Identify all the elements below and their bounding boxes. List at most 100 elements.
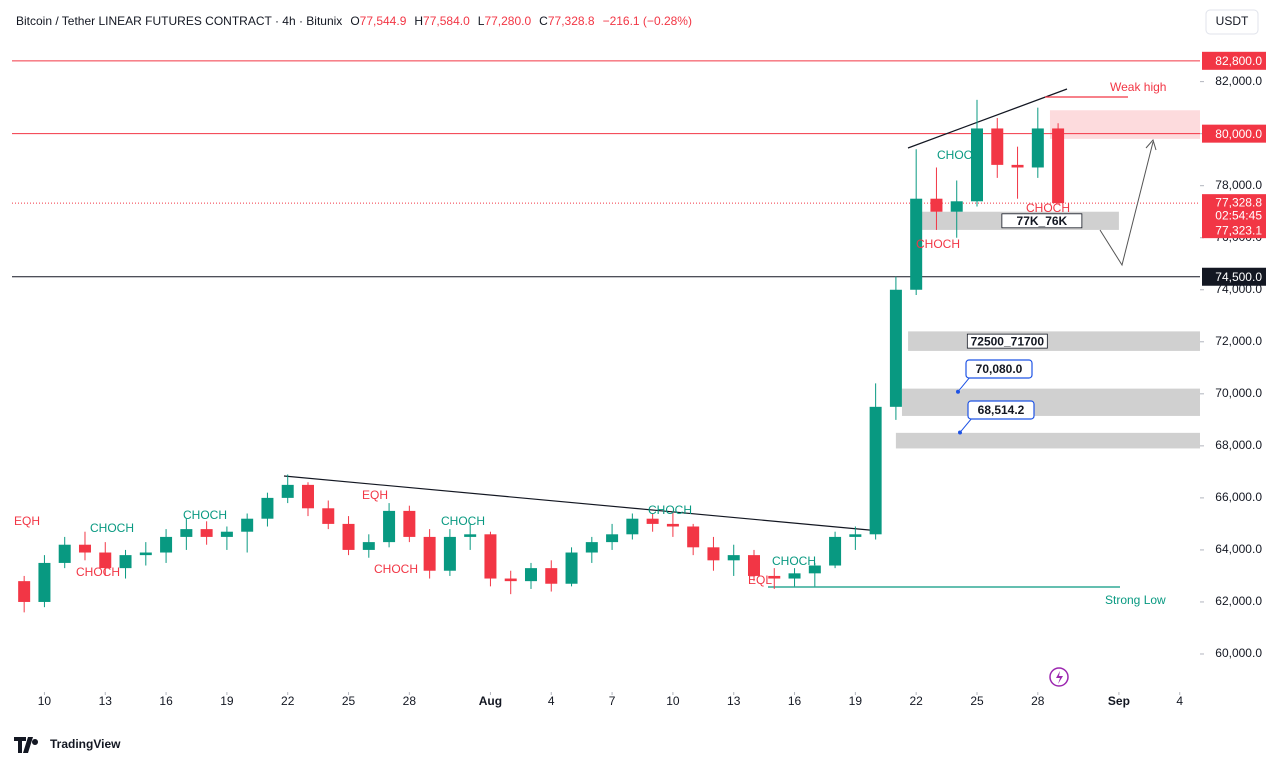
level-box bbox=[1202, 124, 1266, 143]
y-tick-label: 68,000.0 bbox=[1215, 438, 1262, 452]
x-tick-label: 10 bbox=[38, 694, 52, 708]
x-tick-label: Aug bbox=[479, 694, 502, 708]
x-tick-label: 13 bbox=[727, 694, 741, 708]
ohlc-value: 77,544.9 bbox=[360, 14, 407, 28]
y-tick-label: 72,000.0 bbox=[1215, 334, 1262, 348]
candle-body bbox=[727, 555, 740, 561]
candle-body bbox=[464, 534, 477, 537]
annotation: CHOCH bbox=[648, 503, 692, 517]
ohlc-value: 77,280.0 bbox=[484, 14, 531, 28]
candle-body bbox=[443, 536, 456, 571]
y-tick-label: 78,000.0 bbox=[1215, 178, 1262, 192]
last-price-label: 77,328.8 bbox=[1215, 195, 1262, 209]
candle-body bbox=[585, 542, 598, 553]
candle-body bbox=[930, 198, 943, 212]
x-tick-label: 16 bbox=[788, 694, 802, 708]
callout-label: 68,514.2 bbox=[978, 403, 1025, 417]
level-box bbox=[1202, 51, 1266, 70]
x-tick-label: 22 bbox=[909, 694, 923, 708]
zone bbox=[901, 388, 1200, 416]
candle-body bbox=[362, 542, 375, 550]
ohlc-value: −216.1 (−0.28%) bbox=[603, 14, 692, 28]
candle-body bbox=[261, 497, 274, 519]
candle-body bbox=[747, 555, 760, 576]
candle-body bbox=[626, 518, 639, 535]
annotation: CHOCH bbox=[76, 565, 120, 579]
currency[interactable]: USDT bbox=[1216, 14, 1249, 28]
candle-body bbox=[18, 581, 31, 602]
annotation: CHOCH bbox=[772, 554, 816, 568]
last-price-box bbox=[1202, 194, 1266, 239]
x-tick-label: 16 bbox=[159, 694, 173, 708]
ohlc-key: C bbox=[539, 14, 548, 28]
countdown: 02:54:45 bbox=[1215, 208, 1262, 222]
candle-body bbox=[606, 534, 619, 543]
y-tick-label: 62,000.0 bbox=[1215, 594, 1262, 608]
chart-title: Bitcoin / Tether LINEAR FUTURES CONTRACT… bbox=[16, 14, 342, 28]
annotation: Strong Low bbox=[1105, 593, 1166, 607]
x-tick-label: 25 bbox=[342, 694, 356, 708]
level-label: 82,800.0 bbox=[1215, 54, 1262, 68]
candle-body bbox=[646, 518, 659, 524]
candle-body bbox=[849, 534, 862, 537]
x-tick-label: 13 bbox=[99, 694, 113, 708]
candle-body bbox=[829, 536, 842, 566]
zone bbox=[895, 432, 1200, 449]
candle-body bbox=[281, 484, 294, 498]
candle-body bbox=[342, 523, 355, 550]
y-tick-label: 82,000.0 bbox=[1215, 74, 1262, 88]
candle-body bbox=[950, 201, 963, 212]
candle-body bbox=[139, 552, 152, 556]
ohlc-value: 77,584.0 bbox=[423, 14, 470, 28]
level-label: 74,500.0 bbox=[1215, 270, 1262, 284]
ohlc-key: L bbox=[478, 14, 485, 28]
event-icon[interactable] bbox=[1049, 667, 1069, 687]
x-tick-label: 4 bbox=[548, 694, 555, 708]
candle-body bbox=[889, 289, 902, 407]
ohlc-value: 77,328.8 bbox=[548, 14, 595, 28]
y-tick-label: 60,000.0 bbox=[1215, 646, 1262, 660]
candle-body bbox=[910, 198, 923, 290]
projection-arrow bbox=[1099, 138, 1157, 267]
currency-box[interactable] bbox=[1205, 9, 1259, 35]
candle-body bbox=[666, 523, 679, 527]
second-price-label: 77,323.1 bbox=[1215, 223, 1262, 237]
annotation: Weak high bbox=[1110, 80, 1166, 94]
x-tick-label: 28 bbox=[403, 694, 417, 708]
x-tick-label: 19 bbox=[849, 694, 863, 708]
brand: TradingView bbox=[50, 737, 121, 751]
candle-body bbox=[200, 529, 213, 537]
annotation: EQL bbox=[748, 573, 772, 587]
candle-body bbox=[160, 536, 173, 553]
candle-body bbox=[808, 565, 821, 574]
annotation: CHOCH bbox=[441, 514, 485, 528]
logo-icon bbox=[14, 737, 39, 753]
candle-body bbox=[1031, 128, 1044, 168]
candle-body bbox=[99, 552, 112, 569]
annotation: CHOCH bbox=[1026, 201, 1070, 215]
x-tick-label: 7 bbox=[609, 694, 616, 708]
candle-body bbox=[58, 544, 71, 563]
candle-body bbox=[241, 518, 254, 532]
x-tick-label: 28 bbox=[1031, 694, 1045, 708]
annotation: CHOCH bbox=[916, 237, 960, 251]
ohlc-key: O bbox=[350, 14, 359, 28]
annotation: CHOCH bbox=[937, 148, 981, 162]
candle-body bbox=[970, 128, 983, 202]
brand-logo bbox=[14, 737, 39, 753]
candle-body bbox=[687, 526, 700, 548]
annotation: EQH bbox=[14, 514, 40, 528]
trendline bbox=[907, 88, 1068, 149]
candle-body bbox=[1011, 164, 1024, 168]
candle-body bbox=[707, 547, 720, 561]
y-tick-label: 70,000.0 bbox=[1215, 386, 1262, 400]
annotation: CHOCH bbox=[374, 562, 418, 576]
candle-body bbox=[423, 536, 436, 571]
candle-body bbox=[383, 510, 396, 543]
candle-body bbox=[220, 531, 233, 537]
x-tick-label: Sep bbox=[1108, 694, 1130, 708]
x-tick-label: 19 bbox=[220, 694, 234, 708]
annotation: EQH bbox=[362, 488, 388, 502]
